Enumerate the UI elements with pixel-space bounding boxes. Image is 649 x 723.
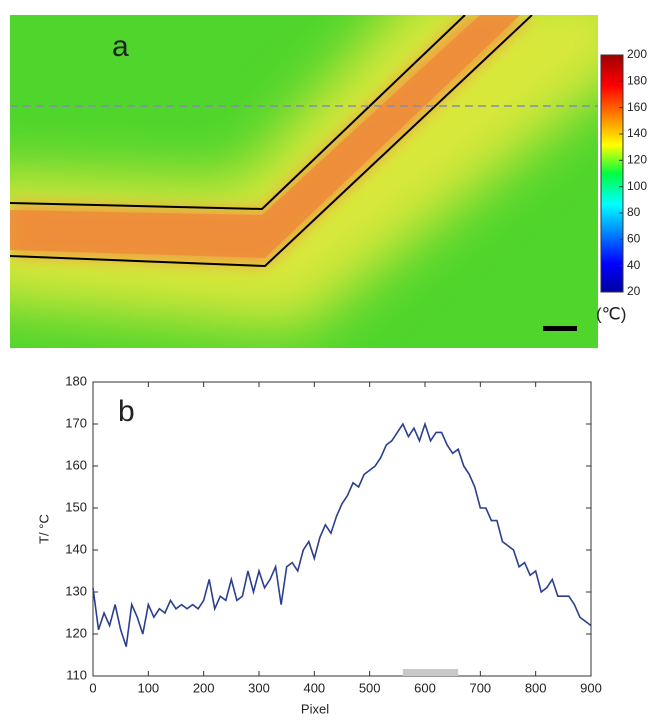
y-tick-label: 160 [65, 457, 87, 472]
colorbar-tick-label: 180 [627, 74, 647, 88]
y-tick-label: 120 [65, 625, 87, 640]
colorbar-tick-label: 100 [627, 179, 647, 193]
panel-label: b [118, 395, 135, 428]
x-tick-label: 200 [193, 680, 215, 695]
colorbar [600, 54, 624, 293]
temperature-line [92, 421, 592, 647]
plot-frame [92, 381, 592, 677]
x-tick-label: 300 [248, 680, 270, 695]
colorbar-tick-label: 160 [627, 100, 647, 114]
x-tick-label: 500 [359, 680, 381, 695]
y-tick-label: 110 [66, 667, 87, 682]
x-tick-label: 900 [580, 680, 602, 695]
panel-label: a [112, 30, 129, 63]
colorbar-tick-label: 40 [627, 258, 641, 272]
x-tick-label: 100 [137, 680, 159, 695]
x-tick-label: 600 [414, 680, 436, 695]
highlight-bar [402, 669, 459, 676]
x-tick-label: 400 [303, 680, 325, 695]
x-tick-label: 800 [525, 680, 547, 695]
x-tick-label: 700 [469, 680, 491, 695]
y-tick-label: 150 [65, 499, 87, 514]
y-axis-label: T/ °C [36, 514, 51, 544]
colorbar-tick-label: 60 [627, 232, 641, 246]
y-tick-label: 170 [65, 415, 87, 430]
y-tick-label: 130 [65, 583, 87, 598]
colorbar-tick-label: 200 [627, 47, 647, 61]
thermal-image [10, 15, 598, 348]
colorbar-tick-label: 120 [627, 153, 647, 167]
colorbar-unit: (℃) [596, 304, 626, 323]
colorbar-tick-label: 140 [627, 126, 647, 140]
colorbar-tick-label: 80 [627, 205, 641, 219]
colorbar-tick-label: 20 [627, 284, 641, 298]
x-axis-label: Pixel [301, 701, 329, 716]
y-tick-label: 180 [65, 373, 87, 388]
x-tick-label: 0 [89, 680, 96, 695]
y-tick-label: 140 [65, 541, 87, 556]
